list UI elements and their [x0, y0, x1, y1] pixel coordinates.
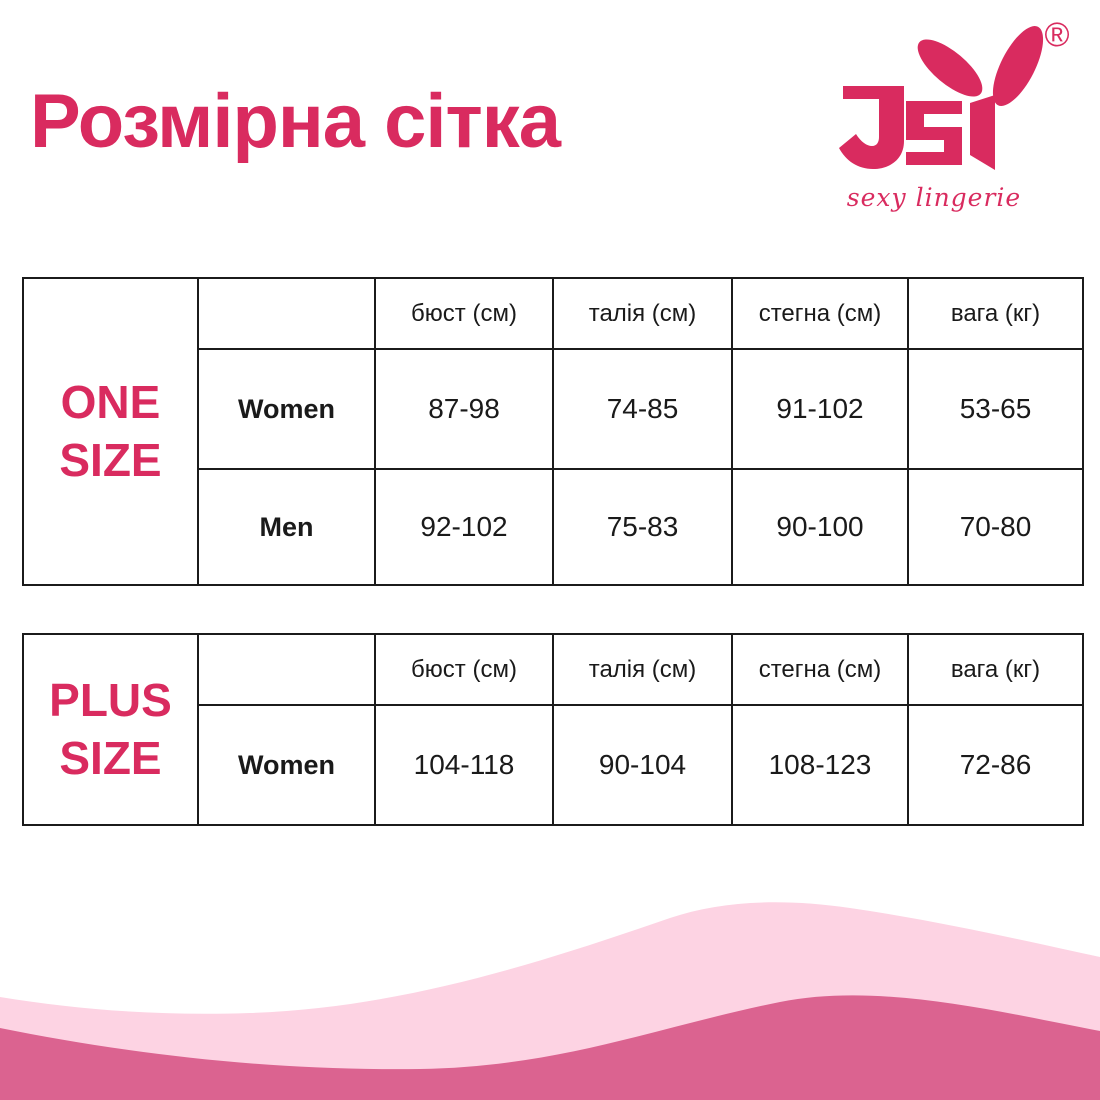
left-ear-leaf-icon: [917, 39, 983, 97]
value-waist: 74-85: [552, 348, 733, 470]
size-label-one-size: ONE SIZE: [22, 277, 199, 586]
value-hips: 90-100: [731, 468, 909, 586]
table-row-women: Women 87-98 74-85 91-102 53-65: [23, 348, 1084, 470]
empty-header-cell: [197, 277, 376, 350]
one-size-table: ONE SIZE бюст (см) талія (см) стегна (см…: [22, 277, 1084, 586]
column-header-waist: талія (см): [552, 277, 733, 350]
column-header-hips: стегна (см): [731, 633, 909, 706]
value-hips: 91-102: [731, 348, 909, 470]
table-row-women: Women 104-118 90-104 108-123 72-86: [23, 704, 1084, 826]
value-hips: 108-123: [731, 704, 909, 826]
registered-trademark: ®: [1044, 16, 1069, 54]
column-header-weight: вага (кг): [907, 633, 1084, 706]
column-header-weight: вага (кг): [907, 277, 1084, 350]
plus-size-table: PLUS SIZE бюст (см) талія (см) стегна (с…: [22, 633, 1084, 826]
table-header-row: PLUS SIZE бюст (см) талія (см) стегна (с…: [22, 633, 1084, 826]
value-waist: 90-104: [552, 704, 733, 826]
table-row-men: Men 92-102 75-83 90-100 70-80: [23, 468, 1084, 586]
bottom-waves: [0, 902, 1100, 1100]
column-header-bust: бюст (см): [374, 633, 554, 706]
size-label-plus-size: PLUS SIZE: [22, 633, 199, 826]
jsy-logo-group: ® sexy lingerie: [839, 16, 1070, 212]
wave-dark-icon: [0, 995, 1100, 1100]
value-bust: 92-102: [374, 468, 554, 586]
brand-logo: ® sexy lingerie: [839, 16, 1070, 212]
group-label-women: Women: [197, 704, 376, 826]
right-ear-leaf-icon: [992, 26, 1044, 106]
column-header-waist: талія (см): [552, 633, 733, 706]
page-title: Розмірна сітка: [30, 79, 561, 164]
column-header-bust: бюст (см): [374, 277, 554, 350]
column-header-hips: стегна (см): [731, 277, 909, 350]
stem-icon: [970, 95, 995, 170]
value-weight: 53-65: [907, 348, 1084, 470]
value-bust: 87-98: [374, 348, 554, 470]
group-label-men: Men: [197, 468, 376, 586]
letter-j-icon: [839, 86, 904, 169]
value-waist: 75-83: [552, 468, 733, 586]
empty-header-cell: [197, 633, 376, 706]
group-label-women: Women: [197, 348, 376, 470]
letter-s-icon: [906, 101, 962, 165]
table-header-row: ONE SIZE бюст (см) талія (см) стегна (см…: [22, 277, 1084, 586]
value-bust: 104-118: [374, 704, 554, 826]
value-weight: 72-86: [907, 704, 1084, 826]
brand-tagline: sexy lingerie: [847, 183, 1021, 212]
value-weight: 70-80: [907, 468, 1084, 586]
